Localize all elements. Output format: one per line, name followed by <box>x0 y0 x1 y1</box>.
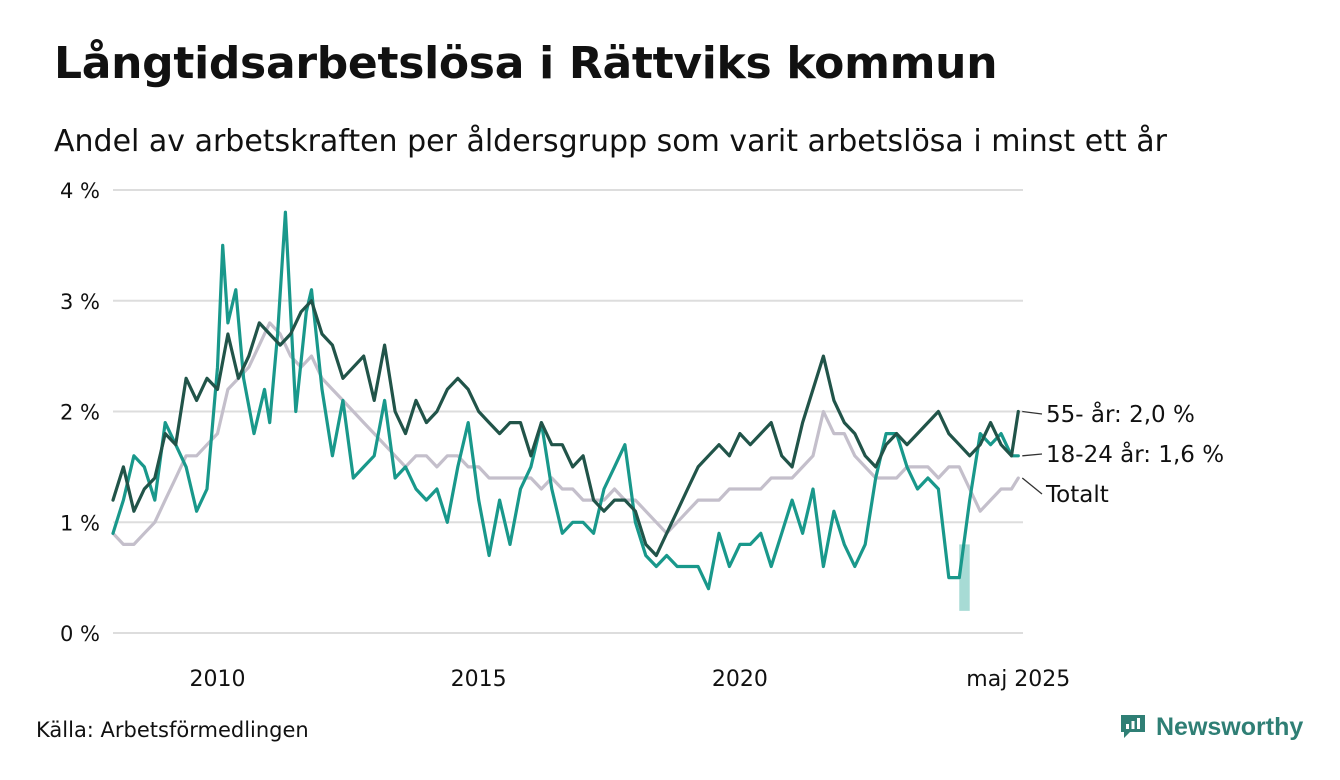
newsworthy-logo-icon <box>1121 715 1145 738</box>
series-end-label: Totalt <box>1045 482 1109 508</box>
series-lines <box>111 210 1020 591</box>
grid-lines <box>113 189 1023 634</box>
y-tick-label: 4 % <box>60 179 100 203</box>
chart-subtitle: Andel av arbetskraften per åldersgrupp s… <box>54 124 1167 159</box>
series-line-2 <box>111 210 1020 591</box>
y-axis-ticks: 0 % 1 % 2 % 3 % 4 % <box>60 179 100 646</box>
series-end-label: 55- år: 2,0 % <box>1046 400 1195 428</box>
uncertainty-band-rect <box>959 544 970 611</box>
y-tick-label: 1 % <box>60 511 100 535</box>
end-label-leader <box>1022 453 1043 457</box>
uncertainty-band <box>959 544 970 611</box>
x-axis-ticks: 2010 2015 2020 maj 2025 <box>189 667 1070 692</box>
x-tick-label: maj 2025 <box>966 667 1070 692</box>
source-note: Källa: Arbetsförmedlingen <box>36 718 309 742</box>
x-tick-label: 2010 <box>189 667 245 692</box>
y-tick-label: 0 % <box>60 622 100 646</box>
y-tick-label: 2 % <box>60 401 100 425</box>
series-line-3 <box>111 299 1020 558</box>
line-chart: 0 % 1 % 2 % 3 % 4 % 2010 2015 2020 maj 2025 55-… <box>60 179 1224 692</box>
brand-name: Newsworthy <box>1156 712 1304 741</box>
series-line-1 <box>111 321 1020 547</box>
series-end-label: 18-24 år: 1,6 % <box>1046 440 1224 468</box>
brand-logo[interactable]: Newsworthy <box>1118 712 1303 742</box>
x-tick-label: 2015 <box>451 667 507 692</box>
series-end-labels: 55- år: 2,0 % 18-24 år: 1,6 % Totalt <box>1021 400 1224 508</box>
y-tick-label: 3 % <box>60 290 100 314</box>
end-label-leader <box>1022 410 1043 415</box>
x-tick-label: 2020 <box>712 667 768 692</box>
chart-title: Långtidsarbetslösa i Rättviks kommun <box>54 38 998 89</box>
end-label-leader <box>1021 477 1043 495</box>
